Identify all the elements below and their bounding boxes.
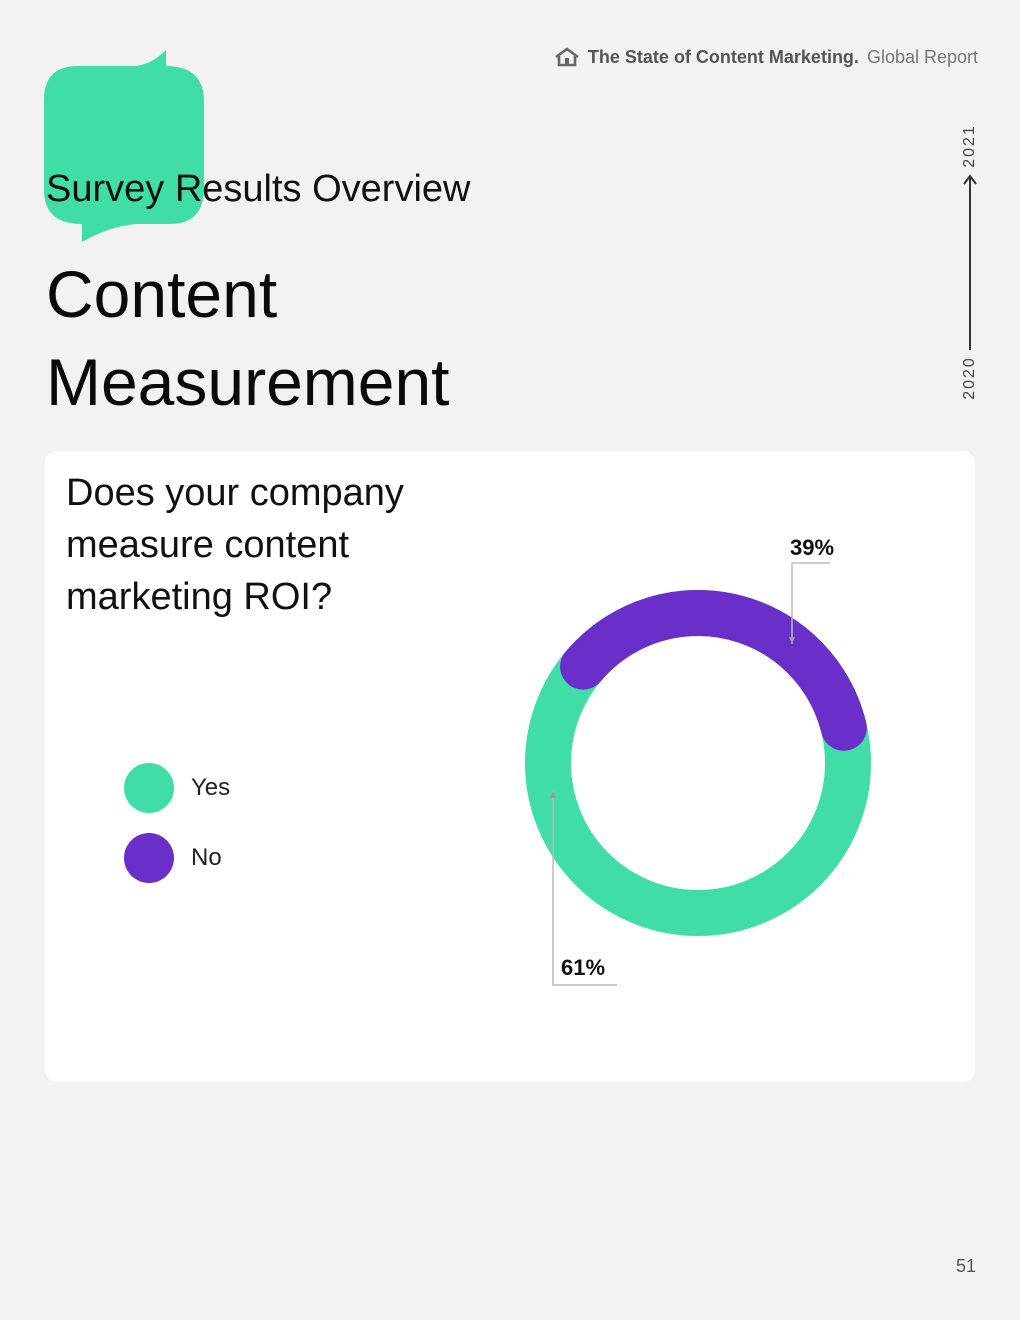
donut-slice-no bbox=[525, 590, 871, 937]
leader-line-no bbox=[791, 562, 830, 644]
page-number: 51 bbox=[955, 1256, 976, 1276]
legend-item-yes: Yes bbox=[124, 763, 230, 813]
year-timeline: 2021 2020 bbox=[952, 120, 988, 410]
speech-bubble-shape bbox=[44, 50, 204, 242]
leader-line-yes bbox=[552, 791, 617, 986]
data-label-yes: 61% bbox=[561, 955, 605, 980]
leader-arrow-yes-icon bbox=[550, 791, 556, 798]
chart-legend: Yes No bbox=[124, 763, 230, 903]
report-type: Global Report bbox=[866, 46, 978, 67]
home-icon[interactable] bbox=[554, 46, 580, 68]
timeline-year-end: 2021 bbox=[961, 124, 978, 168]
report-brand: The State of Content Marketing. bbox=[587, 46, 859, 67]
section-title: Survey Results Overview bbox=[46, 168, 471, 210]
report-header: The State of Content Marketing. Global R… bbox=[554, 46, 978, 68]
legend-label-no: No bbox=[191, 844, 222, 871]
legend-swatch-yes bbox=[124, 763, 174, 813]
data-label-no: 39% bbox=[790, 535, 834, 560]
legend-item-no: No bbox=[124, 833, 230, 883]
legend-swatch-no bbox=[124, 833, 174, 883]
leader-arrow-no-icon bbox=[789, 637, 795, 644]
page-title: Content Measurement bbox=[46, 257, 450, 419]
donut-chart: 39% 61% bbox=[525, 535, 871, 986]
timeline-arrow-icon bbox=[963, 174, 977, 350]
chart-title: Does your company measure content market… bbox=[66, 472, 404, 618]
timeline-year-start: 2020 bbox=[961, 356, 978, 400]
survey-card: Does your company measure content market… bbox=[45, 451, 975, 1082]
legend-label-yes: Yes bbox=[191, 774, 231, 801]
